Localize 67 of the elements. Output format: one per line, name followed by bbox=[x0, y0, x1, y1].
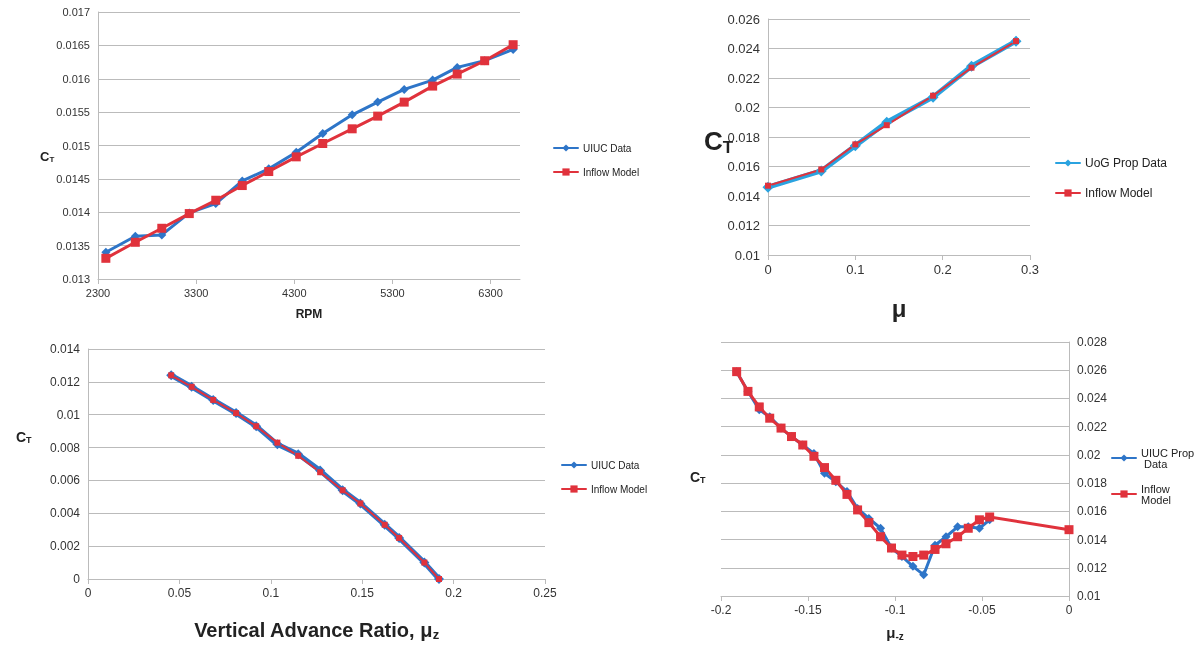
y-tick-label: 0.018 bbox=[1077, 476, 1108, 491]
y-tick-label: 0.024 bbox=[1077, 391, 1108, 406]
x-tick-label: -0.2 bbox=[710, 603, 732, 617]
legend-label: UoG Prop Data bbox=[1085, 156, 1168, 170]
x-tick-label: 5300 bbox=[380, 286, 405, 299]
y-tick-label: 0.016 bbox=[727, 159, 760, 174]
legend-label: Inflow Model bbox=[1141, 482, 1173, 506]
y-tick-label: 0.014 bbox=[49, 342, 81, 356]
y-tick-label: 0.0165 bbox=[56, 39, 90, 52]
x-tick-label: -0.15 bbox=[794, 603, 822, 617]
y-tick-label: 0.02 bbox=[734, 100, 760, 115]
y-tick-label: 0.014 bbox=[727, 188, 760, 204]
x-axis-title: μ bbox=[891, 294, 907, 322]
x-axis-title: RPM bbox=[295, 307, 323, 321]
x-tick-label: 0.1 bbox=[846, 262, 865, 277]
y-tick-label: 0.016 bbox=[1077, 504, 1108, 519]
y-tick-label: 0.026 bbox=[727, 11, 760, 27]
x-tick-label: 3300 bbox=[183, 286, 209, 299]
y-tick-label: 0.0145 bbox=[56, 172, 90, 185]
y-tick-label: 0.017 bbox=[62, 6, 90, 18]
legend-label: Inflow Model bbox=[1085, 186, 1153, 200]
y-tick-label: 0.016 bbox=[62, 72, 90, 85]
x-tick-label: 0.3 bbox=[1020, 262, 1040, 277]
y-tick-label: 0.01 bbox=[1077, 589, 1101, 603]
y-tick-label: 0.013 bbox=[62, 273, 90, 285]
legend-label: UIUC Prop Data bbox=[1141, 446, 1195, 470]
x-tick-label: 0 bbox=[1065, 603, 1073, 617]
y-tick-label: 0.0135 bbox=[56, 239, 90, 252]
y-tick-label: 0.012 bbox=[49, 374, 81, 389]
x-tick-label: 6300 bbox=[478, 286, 503, 299]
x-tick-label: 0.05 bbox=[167, 586, 192, 600]
y-tick-label: 0.006 bbox=[49, 473, 81, 488]
y-tick-label: 0.026 bbox=[1077, 363, 1108, 378]
y-axis-title: CT bbox=[16, 429, 33, 445]
y-axis-title: CT bbox=[40, 149, 55, 164]
x-tick-label: -0.1 bbox=[884, 603, 906, 617]
x-tick-label: -0.05 bbox=[968, 603, 996, 617]
y-tick-label: 0.008 bbox=[49, 440, 81, 455]
y-tick-label: 0.015 bbox=[62, 139, 90, 152]
y-tick-label: 0.024 bbox=[727, 41, 760, 56]
y-tick-label: 0.02 bbox=[1077, 447, 1101, 462]
y-tick-label: 0.012 bbox=[1077, 560, 1108, 575]
x-tick-label: 0.2 bbox=[445, 586, 463, 600]
y-tick-label: 0.01 bbox=[56, 407, 81, 422]
x-tick-label: 0.15 bbox=[350, 586, 375, 600]
x-tick-label: 0.1 bbox=[262, 586, 280, 600]
legend-label: UIUC Data bbox=[583, 142, 632, 154]
y-tick-label: 0.014 bbox=[1077, 532, 1108, 547]
x-tick-label: 0.25 bbox=[533, 586, 557, 600]
y-tick-label: 0.01 bbox=[734, 247, 760, 263]
y-tick-label: 0.012 bbox=[727, 218, 760, 233]
y-tick-label: 0.028 bbox=[1077, 335, 1108, 349]
x-tick-label: 2300 bbox=[85, 286, 111, 299]
legend-label: Inflow Model bbox=[583, 166, 640, 178]
legend-label: UIUC Data bbox=[591, 459, 640, 471]
y-axis-title: CT bbox=[690, 469, 707, 485]
y-tick-label: 0.004 bbox=[49, 506, 81, 521]
y-tick-label: 0.022 bbox=[727, 70, 760, 86]
legend-label: Inflow Model bbox=[591, 483, 648, 495]
y-tick-label: 0.0155 bbox=[56, 106, 90, 119]
y-tick-label: 0.022 bbox=[1077, 419, 1108, 434]
y-tick-label: 0 bbox=[73, 572, 81, 586]
x-tick-label: 0 bbox=[764, 262, 772, 277]
x-tick-label: 4300 bbox=[282, 286, 307, 299]
x-tick-label: 0.2 bbox=[933, 262, 952, 277]
y-tick-label: 0.014 bbox=[62, 206, 90, 219]
y-tick-label: 0.002 bbox=[49, 539, 81, 554]
